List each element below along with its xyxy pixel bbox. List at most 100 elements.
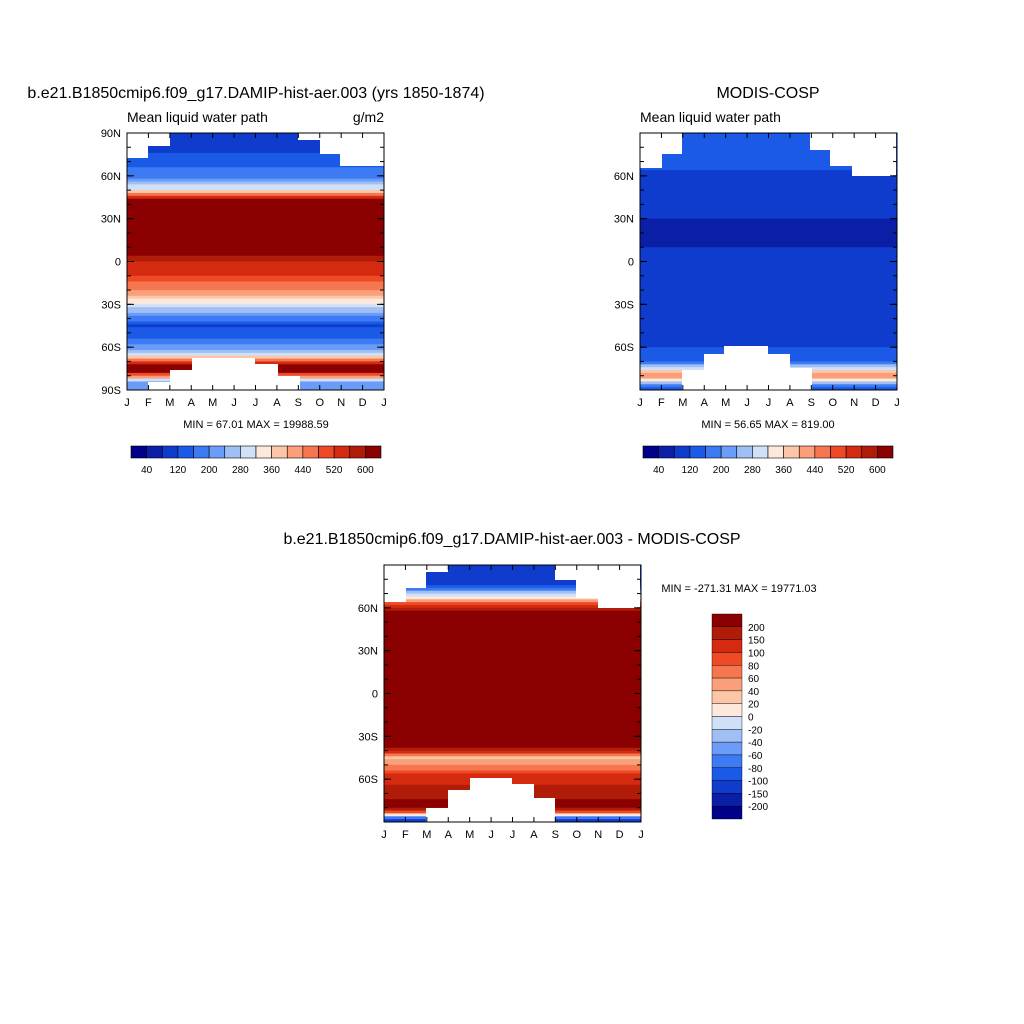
colorbar-swatch [711, 613, 743, 628]
field-band [384, 622, 641, 626]
field-band [384, 690, 641, 695]
field-band [127, 332, 384, 337]
colorbar-swatch [689, 445, 706, 459]
field-band [384, 739, 641, 743]
x-tick-label: M [465, 829, 474, 841]
colorbar-swatch [783, 445, 800, 459]
field-band [127, 347, 384, 351]
panel-model-missing-data [127, 133, 384, 390]
field-band [127, 187, 384, 191]
field-band [640, 207, 897, 211]
x-tick-label: J [253, 397, 259, 409]
field-band [640, 238, 897, 243]
field-band [127, 261, 384, 265]
colorbar-label: 360 [775, 465, 792, 476]
panel-model-stats: MIN = 67.01 MAX = 19988.59 [183, 419, 329, 431]
field-band [127, 292, 384, 297]
x-tick-label: N [337, 397, 345, 409]
field-band [127, 227, 384, 231]
field-band [127, 232, 384, 237]
field-band [384, 604, 641, 609]
panel-obs-title: MODIS-COSP [716, 85, 819, 102]
colorbar-swatch [711, 665, 743, 679]
missing-data-region [298, 133, 384, 166]
colorbar-swatch [711, 652, 743, 666]
field-band [640, 290, 897, 294]
field-band [384, 616, 641, 620]
field-band [384, 684, 641, 689]
field-band [127, 315, 384, 320]
field-band [127, 170, 384, 174]
field-band [640, 235, 897, 240]
colorbar-swatch [193, 445, 210, 459]
field-band [384, 679, 641, 683]
field-band [640, 224, 897, 228]
field-band [384, 767, 641, 772]
field-band [640, 327, 897, 331]
field-band [640, 270, 897, 274]
colorbar-swatch [814, 445, 831, 459]
field-band [640, 330, 897, 334]
field-band [127, 250, 384, 254]
field-band [384, 642, 641, 646]
colorbar-swatch [161, 445, 179, 459]
field-band [127, 352, 384, 357]
field-band [384, 707, 641, 712]
field-band [127, 330, 384, 334]
field-band [640, 292, 897, 297]
colorbar-swatch [673, 445, 691, 459]
colorbar-label: 40 [141, 465, 153, 476]
field-band [640, 172, 897, 177]
colorbar-swatch [255, 445, 272, 459]
field-band [127, 207, 384, 211]
y-tick-label: 60S [101, 342, 121, 354]
field-band [127, 304, 384, 308]
field-band [640, 335, 897, 340]
colorbar-swatch [658, 445, 675, 459]
x-tick-label: J [637, 397, 643, 409]
missing-data-region [127, 133, 170, 158]
field-band [127, 321, 384, 325]
y-tick-label: 30S [358, 731, 378, 743]
y-tick-label: 30N [358, 646, 378, 658]
field-band [384, 647, 641, 652]
y-tick-label: 90N [101, 128, 121, 140]
x-tick-label: J [124, 397, 130, 409]
x-tick-label: J [766, 397, 772, 409]
field-band [384, 756, 641, 760]
x-tick-label: A [701, 397, 709, 409]
missing-data-region [555, 565, 640, 608]
field-band [640, 287, 897, 291]
field-band [640, 261, 897, 265]
panel-obs-colorbar: 40 120 200 280 360 440 520 600 [642, 445, 894, 476]
field-band [384, 624, 641, 629]
missing-data-region [640, 133, 682, 168]
colorbar-swatch [711, 703, 743, 717]
field-band [640, 284, 897, 288]
field-band [384, 710, 641, 715]
x-tick-label: N [850, 397, 858, 409]
colorbar-label: -60 [748, 751, 763, 762]
field-band [640, 147, 897, 151]
field-band [640, 144, 897, 148]
field-band [127, 155, 384, 160]
missing-data-region [426, 778, 555, 822]
colorbar-swatch [830, 445, 847, 459]
field-band [384, 633, 641, 637]
field-band [384, 716, 641, 720]
field-band [384, 673, 641, 677]
colorbar-label: -200 [748, 802, 768, 813]
field-band [640, 344, 897, 348]
colorbar-swatch [736, 445, 753, 459]
field-band [127, 138, 384, 143]
field-band [127, 204, 384, 208]
panel-model-title: b.e21.B1850cmip6.f09_g17.DAMIP-hist-aer.… [27, 85, 484, 102]
field-band [127, 164, 384, 168]
field-band [640, 164, 897, 168]
colorbar-swatch [349, 445, 366, 459]
field-band [127, 310, 384, 314]
y-tick-label: 60N [358, 603, 378, 615]
colorbar-label: -100 [748, 777, 768, 788]
